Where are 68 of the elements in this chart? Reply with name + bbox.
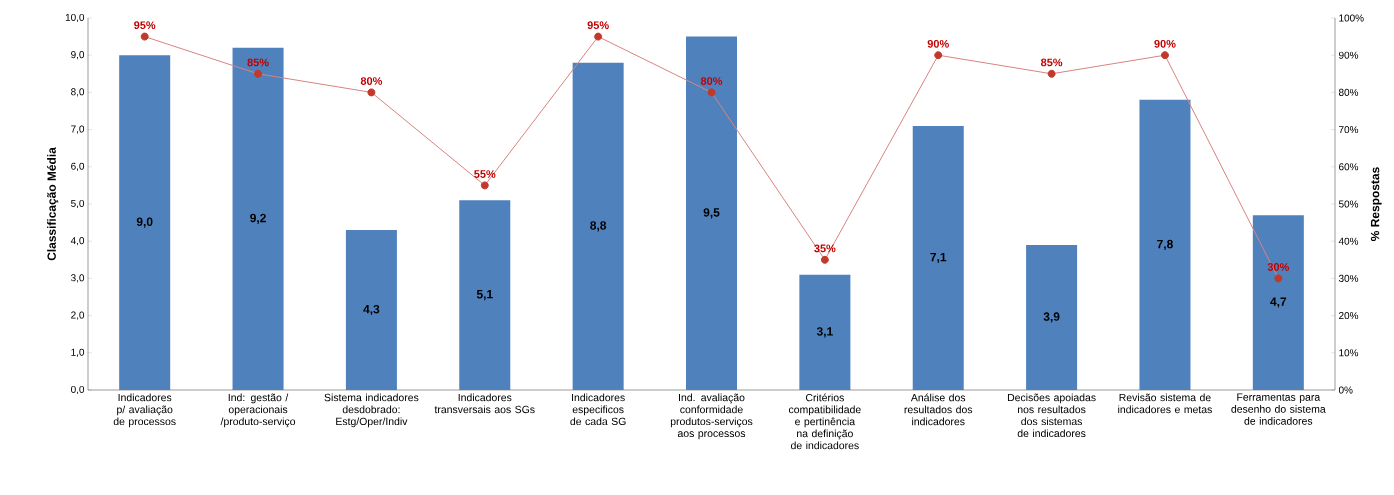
- y2-tick-label: 20%: [1339, 312, 1359, 320]
- data-label: 5,1: [476, 290, 493, 301]
- data-label: 95%: [134, 21, 156, 30]
- x-tick-label: Sistema indicadores desdobrado: Estg/Oper/Indiv: [324, 393, 419, 428]
- bar: [1026, 244, 1078, 390]
- data-label: 80%: [360, 77, 383, 85]
- y-tick-label: 6,0: [71, 162, 85, 171]
- bar: [345, 230, 397, 390]
- y-tick-label: 9,0: [71, 51, 85, 60]
- y2-tick-label: 0%: [1338, 386, 1353, 394]
- y2-tick-label: 30%: [1338, 274, 1359, 282]
- x-tick-label: Decisões apoiadas nos resultados dos sistemas de indicadores: [1007, 393, 1096, 438]
- data-label: 4,3: [363, 304, 380, 316]
- x-tick-label: Análise dos resultados dos indicadores: [904, 393, 973, 426]
- data-label: 9,0: [136, 217, 153, 228]
- y-tick-label: 5,0: [71, 199, 85, 209]
- y2-axis-title: % Respostas: [1370, 167, 1382, 241]
- y-tick-label: 2,0: [71, 311, 85, 320]
- data-label: 7,1: [930, 252, 947, 263]
- data-label: 30%: [1267, 263, 1289, 271]
- y-tick-label: 0,0: [71, 385, 85, 395]
- data-label: 90%: [927, 39, 949, 48]
- data-label: 4,7: [1270, 297, 1287, 308]
- y-axis-title: Classificação Média: [47, 147, 59, 261]
- data-label: 85%: [1040, 58, 1063, 67]
- y-tick-label: 3,0: [71, 274, 85, 283]
- y-tick-label: 4,0: [70, 237, 85, 246]
- bar: [1252, 215, 1304, 390]
- bar: [799, 274, 851, 390]
- y2-tick-label: 80%: [1338, 88, 1359, 96]
- bar: [686, 36, 738, 390]
- data-label: 85%: [247, 58, 269, 67]
- bar: [119, 55, 171, 390]
- y2-tick-label: 70%: [1339, 126, 1359, 134]
- x-tick-label: Ind. avaliação conformidade produtos-serviços aos processos: [670, 393, 753, 440]
- data-label: 55%: [474, 170, 496, 178]
- y2-tick-label: 90%: [1339, 51, 1359, 59]
- y2-tick-label: 100%: [1339, 14, 1364, 22]
- data-label: 9,2: [250, 213, 266, 224]
- bar: [1139, 99, 1191, 390]
- bar: [232, 47, 284, 390]
- y2-tick-label: 40%: [1338, 237, 1359, 245]
- data-label: 95%: [587, 21, 609, 30]
- x-tick-label: Critérios compatibilidade e pertinência na definição de indicadores: [788, 393, 861, 450]
- x-tick-label: Indicadores p/ avaliação de processos: [113, 393, 176, 428]
- y-tick-label: 8,0: [71, 88, 85, 97]
- data-label: 80%: [700, 77, 723, 85]
- y2-tick-label: 10%: [1339, 349, 1359, 357]
- y-tick-label: 7,0: [71, 125, 85, 134]
- bar: [912, 125, 964, 390]
- data-label: 8,8: [590, 221, 607, 232]
- y-tick-label: 10,0: [65, 13, 85, 23]
- data-label: 9,5: [703, 208, 720, 219]
- data-label: 3,1: [816, 327, 833, 338]
- bar: [572, 62, 624, 390]
- data-label: 90%: [1154, 39, 1176, 48]
- y2-tick-label: 60%: [1339, 163, 1359, 171]
- x-tick-label: Indicadores especificos de cada SG: [570, 393, 626, 426]
- bar: [459, 200, 511, 390]
- x-tick-label: Ferramentas para desenho do sistema de indicadores: [1231, 393, 1326, 425]
- data-label: 35%: [814, 244, 836, 253]
- y2-tick-label: 50%: [1338, 200, 1359, 208]
- x-tick-label: Revisão sistema de indicadores e metas: [1118, 393, 1212, 414]
- x-tick-label: Ind: gestão / operacionais /produto-serviço: [220, 393, 296, 428]
- y-tick-label: 1,0: [71, 348, 85, 357]
- data-label: 3,9: [1043, 312, 1060, 323]
- data-label: 7,8: [1157, 239, 1173, 251]
- x-tick-label: Indicadores transversais aos SGs: [434, 393, 535, 414]
